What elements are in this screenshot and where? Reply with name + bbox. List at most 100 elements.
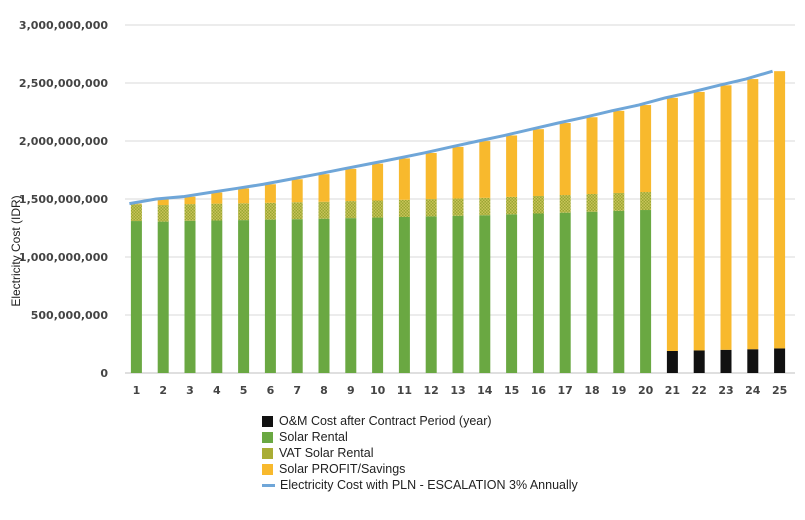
x-tick-label: 15 [504,384,519,397]
x-tick-label: 11 [397,384,412,397]
bar-segment-o-m-cost-after-contract-period-year [720,349,732,373]
legend-item: Solar Rental [262,429,578,445]
y-tick-label: 2,500,000,000 [19,77,108,90]
x-tick-label: 16 [531,384,547,397]
bar-segment-solar-profit-savings [184,196,196,205]
x-tick-label: 5 [240,384,248,397]
bar-segment-solar-profit-savings [130,203,142,205]
bar-segment-solar-rental [130,221,142,373]
x-tick-label: 6 [267,384,275,397]
bar-segment-solar-rental [479,215,491,373]
bar-segment-vat-solar-rental [372,200,384,218]
bar-segment-solar-rental [345,218,357,373]
legend-swatch [262,483,275,487]
x-tick-label: 13 [450,384,465,397]
x-tick-label: 17 [558,384,573,397]
x-tick-label: 20 [638,384,654,397]
bar-segment-vat-solar-rental [184,204,196,221]
x-tick-label: 25 [772,384,787,397]
x-tick-label: 18 [584,384,599,397]
bar-segment-solar-profit-savings [264,184,276,203]
bar-segment-solar-rental [640,210,652,373]
y-tick-label: 0 [100,367,108,380]
x-tick-label: 2 [159,384,167,397]
y-tick-label: 500,000,000 [31,309,109,322]
bar-segment-solar-rental [211,220,223,373]
bar-segment-solar-profit-savings [291,179,303,203]
bar-segment-solar-profit-savings [559,123,571,196]
bars [130,71,786,373]
bar-segment-solar-rental [157,221,169,373]
y-tick-label: 1,500,000,000 [19,193,108,206]
bar-segment-o-m-cost-after-contract-period-year [747,349,759,373]
escalation-line-group [129,69,774,206]
bar-segment-solar-profit-savings [640,105,652,193]
y-axis-ticks: 0 500,000,000 1,000,000,000 1,500,000,000 2,… [19,19,108,380]
bar-segment-o-m-cost-after-contract-period-year [774,348,786,373]
bar-segment-solar-profit-savings [720,85,732,350]
bar-segment-vat-solar-rental [506,196,518,215]
bar-segment-vat-solar-rental [211,203,223,221]
x-tick-label: 19 [611,384,626,397]
bar-segment-solar-profit-savings [238,188,250,204]
bar-segment-vat-solar-rental [345,201,357,219]
bar-segment-vat-solar-rental [452,198,464,216]
bar-segment-solar-rental [264,219,276,373]
y-axis-label: Electricity Cost (IDR) [9,195,23,306]
x-tick-label: 8 [320,384,328,397]
x-tick-label: 7 [293,384,301,397]
bar-segment-vat-solar-rental [157,205,169,222]
bar-segment-solar-profit-savings [506,135,518,197]
legend-label: O&M Cost after Contract Period (year) [279,414,492,428]
bar-segment-solar-rental [318,218,330,373]
bar-segment-solar-profit-savings [157,199,169,206]
bar-segment-solar-rental [452,215,464,373]
bar-segment-vat-solar-rental [264,202,276,220]
x-tick-label: 24 [745,384,761,397]
bar-segment-vat-solar-rental [238,203,250,221]
x-tick-label: 12 [424,384,439,397]
bar-segment-vat-solar-rental [318,201,330,219]
x-tick-label: 10 [370,384,386,397]
legend-item: O&M Cost after Contract Period (year) [262,413,578,429]
y-tick-label: 3,000,000,000 [19,19,108,32]
bar-segment-solar-profit-savings [211,192,223,204]
bar-segment-vat-solar-rental [532,195,544,214]
x-tick-label: 14 [477,384,493,397]
bar-segment-solar-profit-savings [479,141,491,198]
bar-segment-solar-rental [184,220,196,373]
bar-segment-solar-profit-savings [532,129,544,196]
legend-label: VAT Solar Rental [279,446,374,460]
bar-segment-solar-profit-savings [613,110,625,193]
bar-segment-vat-solar-rental [559,195,571,213]
bar-segment-solar-profit-savings [747,79,759,350]
bar-segment-solar-profit-savings [693,91,705,351]
bar-segment-solar-profit-savings [372,163,384,201]
bar-segment-o-m-cost-after-contract-period-year [693,350,705,373]
bar-segment-vat-solar-rental [586,194,598,212]
legend-swatch [262,463,273,475]
x-tick-label: 1 [133,384,141,397]
bar-segment-solar-rental [532,213,544,373]
legend-label: Solar Rental [279,430,348,444]
y-tick-label: 2,000,000,000 [19,135,108,148]
bar-segment-solar-rental [398,216,410,373]
x-axis-ticks: 1 2 3 4 5 6 7 8 9 10 11 12 13 14 15 16 17 18 19 20 21 22 23 24 2… [133,384,788,397]
legend-swatch [262,415,273,427]
bar-segment-o-m-cost-after-contract-period-year [666,350,678,373]
legend-swatch [262,431,273,443]
bar-segment-vat-solar-rental [291,202,303,220]
bar-segment-solar-profit-savings [425,152,437,200]
legend-item: Electricity Cost with PLN - ESCALATION 3… [262,477,578,493]
bar-segment-solar-rental [586,211,598,373]
bar-segment-solar-profit-savings [318,174,330,202]
bar-segment-solar-rental [559,212,571,373]
legend-swatch [262,447,273,459]
bar-segment-solar-profit-savings [452,146,464,199]
bar-segment-solar-rental [238,220,250,373]
bar-segment-solar-rental [372,217,384,373]
legend: O&M Cost after Contract Period (year) Sol… [262,413,578,493]
bar-segment-solar-rental [291,219,303,373]
bar-segment-solar-rental [506,214,518,373]
